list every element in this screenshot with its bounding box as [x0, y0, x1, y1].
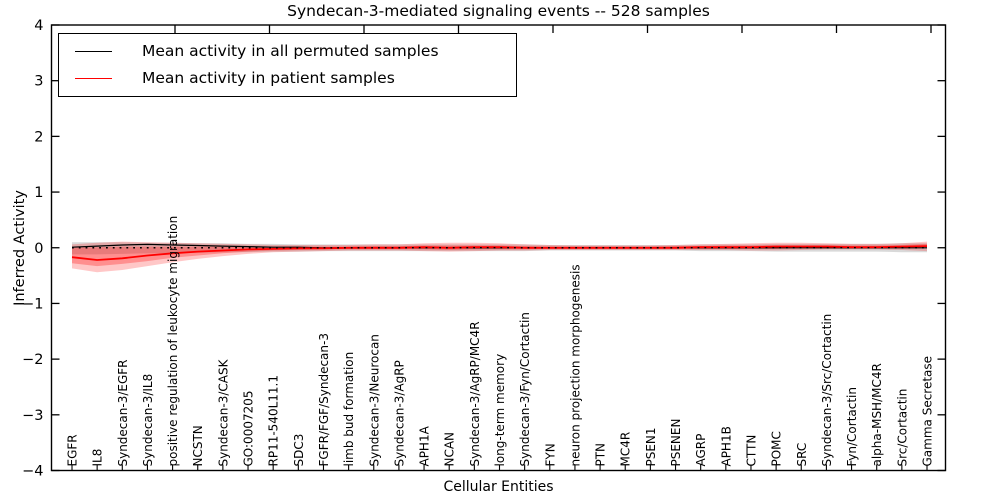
- y-tick-label: −4: [22, 464, 43, 480]
- x-tick-label: GO:0007205: [242, 390, 256, 466]
- legend-line-black-icon: [75, 51, 112, 52]
- x-tick-label: Syndecan-3/AgRP/MC4R: [468, 321, 482, 466]
- x-tick-label: PSENEN: [669, 419, 683, 467]
- x-tick-label: SDC3: [292, 434, 306, 467]
- x-tick-label: Fyn/Cortactin: [845, 387, 859, 467]
- chart-title: Syndecan-3-mediated signaling events -- …: [287, 2, 710, 20]
- x-tick-label: Syndecan-3/Neurocan: [367, 334, 381, 466]
- x-tick-label: MC4R: [619, 432, 633, 467]
- x-tick-label: RP11-540L11.1: [267, 375, 281, 466]
- x-tick-label: AGRP: [694, 434, 708, 467]
- x-tick-label: Syndecan-3/Src/Cortactin: [820, 314, 834, 467]
- legend-line-red-icon: [75, 78, 112, 79]
- x-tick-label: PTN: [594, 443, 608, 467]
- x-tick-label: Syndecan-3/CASK: [216, 358, 230, 466]
- y-tick-label: 1: [34, 185, 43, 201]
- x-tick-label: neuron projection morphogenesis: [568, 264, 582, 466]
- y-tick-label: −2: [22, 352, 43, 368]
- x-tick-label: APH1A: [418, 425, 432, 466]
- x-tick-label: EGFR: [66, 434, 80, 466]
- x-tick-label: FGFR/FGF/Syndecan-3: [317, 333, 331, 466]
- x-tick-label: positive regulation of leukocyte migrati…: [166, 216, 180, 467]
- x-tick-label: FYN: [543, 443, 557, 466]
- x-tick-label: NCSTN: [191, 425, 205, 466]
- x-axis-label: Cellular Entities: [443, 479, 554, 495]
- x-tick-label: Syndecan-3/AgRP: [392, 360, 406, 466]
- x-tick-label: Syndecan-3/EGFR: [116, 359, 130, 466]
- x-tick-label: NCAN: [443, 432, 457, 467]
- y-tick-label: 2: [34, 129, 43, 145]
- x-tick-label: Src/Cortactin: [895, 389, 909, 467]
- y-tick-label: −3: [22, 408, 43, 424]
- y-tick-label: 3: [34, 74, 43, 90]
- x-tick-label: POMC: [770, 431, 784, 466]
- legend-label-patient: Mean activity in patient samples: [142, 68, 395, 87]
- x-tick-label: IL8: [91, 449, 105, 467]
- legend-item-patient: Mean activity in patient samples: [75, 66, 516, 92]
- x-tick-label: alpha-MSH/MC4R: [870, 363, 884, 466]
- x-tick-label: long-term memory: [493, 354, 507, 467]
- x-tick-label: Syndecan-3/Fyn/Cortactin: [518, 312, 532, 466]
- legend-label-permuted: Mean activity in all permuted samples: [142, 41, 439, 60]
- x-tick-label: Syndecan-3/IL8: [141, 374, 155, 467]
- x-tick-label: CTTN: [744, 435, 758, 467]
- legend-box: Mean activity in all permuted samples Me…: [58, 33, 517, 97]
- x-tick-label: APH1B: [719, 426, 733, 466]
- x-tick-label: SRC: [795, 443, 809, 467]
- y-tick-label: 0: [34, 241, 43, 257]
- y-tick-label: −1: [22, 296, 43, 312]
- x-tick-label: PSEN1: [644, 427, 658, 466]
- x-tick-label: limb bud formation: [342, 352, 356, 467]
- legend-item-permuted: Mean activity in all permuted samples: [75, 39, 516, 65]
- x-tick-label: Gamma Secretase: [921, 356, 935, 467]
- y-tick-label: 4: [34, 18, 43, 34]
- patient-mean-line: [71, 245, 928, 261]
